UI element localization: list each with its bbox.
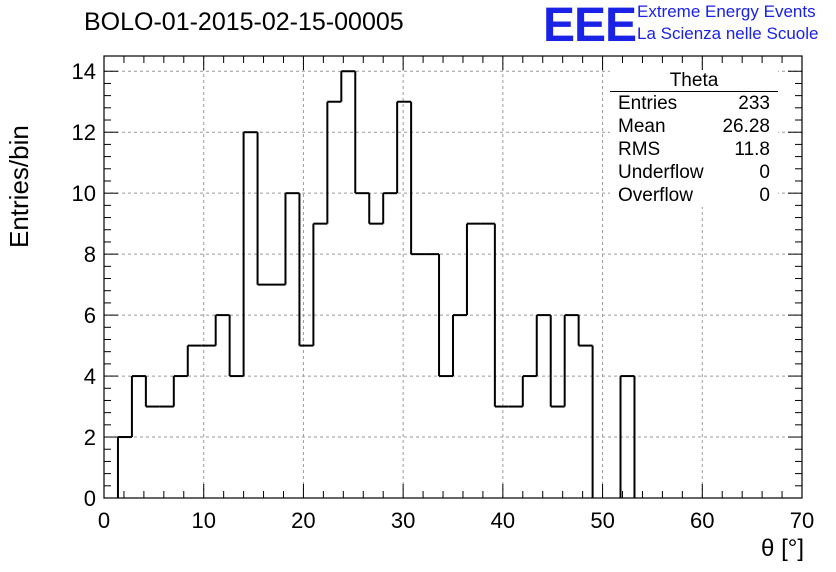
logo-line-2: La Scienza nelle Scuole <box>637 24 819 43</box>
y-tick-label: 0 <box>84 486 96 511</box>
stats-row-entries: Entries 233 <box>610 92 778 115</box>
x-tick-label: 50 <box>590 508 614 533</box>
x-axis-label: θ [°] <box>761 535 804 562</box>
stats-value: 233 <box>738 93 770 114</box>
y-axis-label: Entries/bin <box>4 125 34 248</box>
x-tick-label: 0 <box>98 508 110 533</box>
y-tick-label: 10 <box>72 181 96 206</box>
chart-title: BOLO-01-2015-02-15-00005 <box>84 8 404 36</box>
y-tick-label: 8 <box>84 242 96 267</box>
stats-label: Underflow <box>618 162 704 183</box>
y-tick-label: 14 <box>72 59 96 84</box>
stats-value: 11.8 <box>734 139 770 160</box>
stats-row-overflow: Overflow 0 <box>610 184 778 207</box>
x-tick-label: 70 <box>790 508 814 533</box>
y-tick-label: 6 <box>84 303 96 328</box>
stats-value: 0 <box>759 185 770 206</box>
x-tick-label: 60 <box>690 508 714 533</box>
stats-label: Mean <box>618 116 666 137</box>
stats-row-underflow: Underflow 0 <box>610 161 778 184</box>
logo-line-1: Extreme Energy Events <box>637 2 816 21</box>
x-tick-label: 40 <box>491 508 515 533</box>
stats-label: Overflow <box>618 185 693 206</box>
stats-title: Theta <box>610 70 778 92</box>
stats-row-rms: RMS 11.8 <box>610 138 778 161</box>
y-tick-label: 2 <box>84 425 96 450</box>
eee-logo: EEE <box>543 0 637 52</box>
stats-value: 26.28 <box>722 116 770 137</box>
x-tick-label: 30 <box>391 508 415 533</box>
stats-box: Theta Entries 233 Mean 26.28 RMS 11.8 Un… <box>610 70 778 207</box>
stats-label: RMS <box>618 139 661 160</box>
y-tick-label: 12 <box>72 120 96 145</box>
stats-row-mean: Mean 26.28 <box>610 115 778 138</box>
plot-frame <box>103 55 803 499</box>
stats-label: Entries <box>618 93 678 114</box>
stats-value: 0 <box>759 162 770 183</box>
y-tick-label: 4 <box>84 364 96 389</box>
x-tick-label: 10 <box>191 508 215 533</box>
x-tick-label: 20 <box>291 508 315 533</box>
